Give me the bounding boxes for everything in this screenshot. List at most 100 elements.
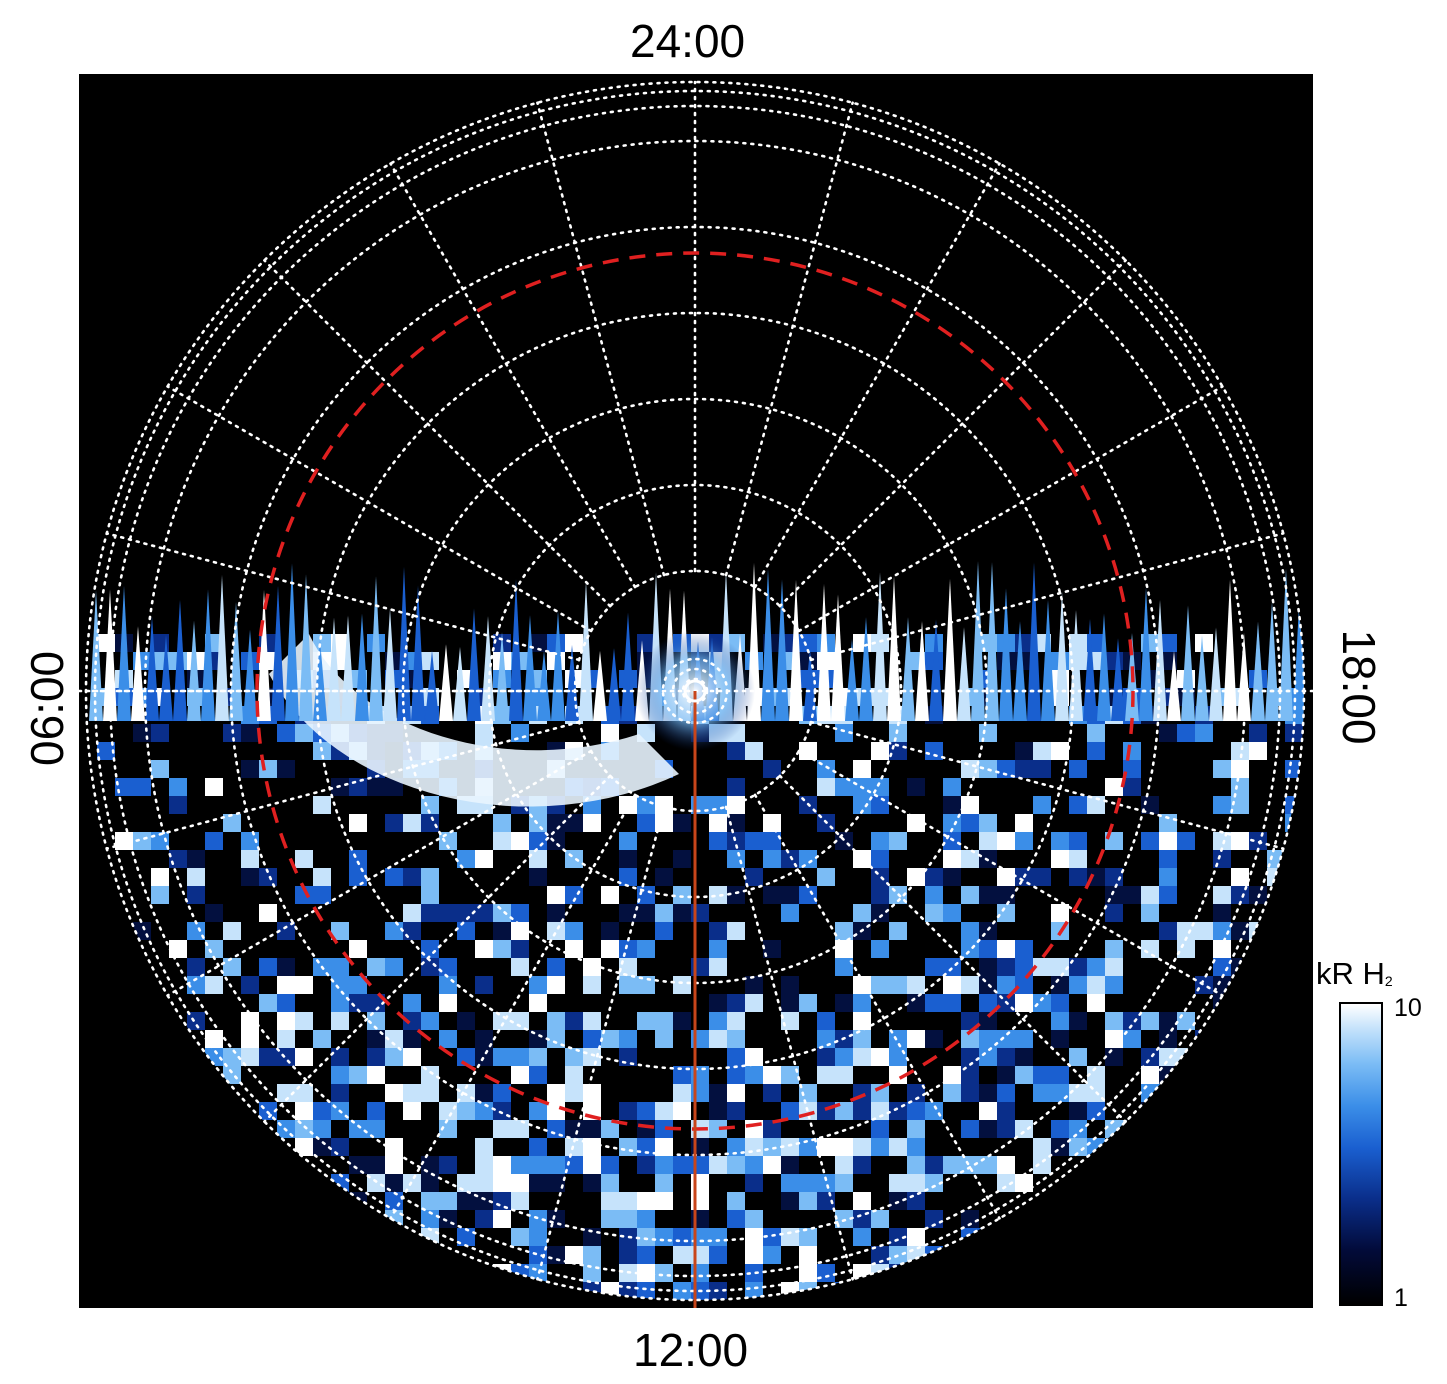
emission-cell: [871, 850, 889, 868]
emission-cell: [421, 1192, 439, 1210]
emission-cell: [169, 778, 187, 796]
emission-cell: [421, 1156, 439, 1174]
emission-cell: [781, 1138, 799, 1156]
emission-spike: [565, 644, 579, 721]
emission-cell: [1159, 814, 1177, 832]
emission-cell: [1105, 958, 1123, 976]
emission-cell: [565, 940, 583, 958]
emission-cell: [907, 1102, 925, 1120]
emission-cell: [565, 1084, 583, 1102]
emission-cell: [763, 886, 781, 904]
emission-cell: [493, 1210, 511, 1228]
emission-spike: [131, 626, 145, 721]
emission-cell: [475, 976, 493, 994]
emission-cell: [673, 850, 691, 868]
emission-cell: [475, 1138, 493, 1156]
emission-cell: [295, 886, 313, 904]
emission-cell: [763, 1246, 781, 1264]
emission-spike: [593, 650, 607, 721]
emission-spike: [1013, 621, 1027, 721]
emission-cell: [565, 1048, 583, 1066]
emission-cell: [259, 868, 277, 886]
emission-cell: [403, 904, 421, 922]
emission-cell: [475, 1192, 493, 1210]
emission-cell: [979, 832, 997, 850]
emission-cell: [835, 1210, 853, 1228]
emission-cell: [871, 1210, 889, 1228]
emission-cell: [1015, 1048, 1033, 1066]
emission-spike: [215, 575, 229, 721]
emission-cell: [907, 1228, 925, 1246]
emission-cell: [313, 868, 331, 886]
emission-spike: [453, 646, 467, 721]
emission-cell: [511, 904, 529, 922]
emission-cell: [187, 922, 205, 940]
emission-cell: [565, 886, 583, 904]
emission-cell: [1159, 868, 1177, 886]
emission-cell: [961, 814, 979, 832]
emission-cell: [277, 1012, 295, 1030]
emission-cell: [709, 940, 727, 958]
emission-cell: [655, 1228, 673, 1246]
emission-cell: [133, 724, 151, 742]
emission-cell: [313, 1120, 331, 1138]
meridian-line: [263, 259, 612, 608]
emission-cell: [709, 1012, 727, 1030]
emission-cell: [853, 796, 871, 814]
emission-cell: [961, 850, 979, 868]
emission-cell: [547, 976, 565, 994]
emission-cell: [961, 1084, 979, 1102]
emission-cell: [619, 1048, 637, 1066]
emission-cell: [637, 1282, 655, 1300]
emission-spike: [831, 594, 845, 721]
emission-cell: [745, 1264, 763, 1282]
emission-cell: [673, 904, 691, 922]
emission-cell: [1069, 850, 1087, 868]
emission-cell: [673, 1084, 691, 1102]
emission-cell: [115, 778, 133, 796]
emission-cell: [655, 796, 673, 814]
emission-cell: [169, 850, 187, 868]
emission-cell: [709, 796, 727, 814]
emission-spike: [271, 585, 285, 721]
emission-cell: [1069, 1120, 1087, 1138]
meridian-line: [778, 774, 1127, 1123]
emission-cell: [385, 868, 403, 886]
emission-spike: [425, 650, 439, 721]
emission-cell: [709, 1228, 727, 1246]
emission-cell: [565, 922, 583, 940]
emission-cell: [1159, 724, 1177, 742]
emission-cell: [925, 1102, 943, 1120]
emission-spike: [621, 612, 635, 721]
emission-cell: [799, 850, 817, 868]
emission-cell: [637, 904, 655, 922]
emission-cell: [637, 1120, 655, 1138]
emission-cell: [727, 742, 745, 760]
emission-cell: [583, 1246, 601, 1264]
emission-spike: [1055, 591, 1069, 721]
emission-cell: [997, 1102, 1015, 1120]
emission-cell: [655, 1156, 673, 1174]
emission-cell: [277, 1048, 295, 1066]
emission-cell: [637, 940, 655, 958]
emission-spike: [1139, 587, 1153, 721]
emission-cell: [1231, 886, 1249, 904]
emission-cell: [241, 1030, 259, 1048]
local-time-label-noon: 12:00: [633, 1324, 749, 1376]
emission-cell: [583, 1120, 601, 1138]
emission-cell: [943, 778, 961, 796]
emission-cell: [313, 634, 331, 652]
emission-cell: [853, 1030, 871, 1048]
emission-cell: [1087, 742, 1105, 760]
emission-cell: [1105, 940, 1123, 958]
emission-cell: [1159, 832, 1177, 850]
emission-cell: [619, 904, 637, 922]
emission-spike: [1153, 599, 1167, 721]
emission-cell: [763, 1066, 781, 1084]
meridian-line: [778, 259, 1127, 608]
emission-cell: [1141, 1048, 1159, 1066]
emission-cell: [763, 760, 781, 778]
emission-cell: [493, 922, 511, 940]
emission-cell: [979, 994, 997, 1012]
emission-cell: [1231, 868, 1249, 886]
